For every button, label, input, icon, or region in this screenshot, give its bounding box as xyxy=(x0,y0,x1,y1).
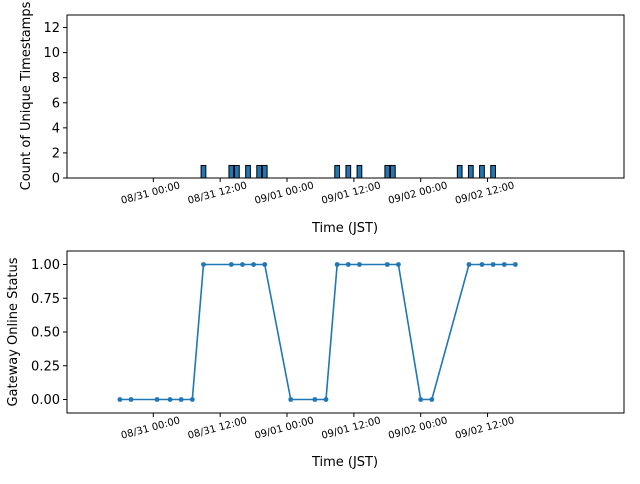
histogram-y-tick-label: 2 xyxy=(52,146,60,161)
status-point xyxy=(334,262,340,267)
status-y-tick-label: 0.00 xyxy=(31,393,60,408)
histogram-bar xyxy=(200,164,207,179)
histogram-bar xyxy=(234,164,240,179)
status-point xyxy=(384,262,390,267)
histogram-plot-area xyxy=(66,14,625,179)
status-point xyxy=(189,397,195,402)
status-point xyxy=(117,397,123,402)
histogram-y-tick-label: 10 xyxy=(43,46,60,61)
status-point xyxy=(345,262,351,267)
status-point xyxy=(178,397,184,402)
status-x-tick-label: 09/01 12:00 xyxy=(320,415,382,441)
histogram-y-tick-label: 12 xyxy=(43,21,60,36)
histogram-x-tick-label: 09/02 12:00 xyxy=(454,180,516,206)
status-point xyxy=(240,262,245,267)
status-point xyxy=(154,397,160,402)
status-point xyxy=(167,397,173,402)
status-point xyxy=(466,262,472,267)
histogram-y-tick-label: 6 xyxy=(52,96,60,111)
histogram-bar xyxy=(384,164,391,179)
status-point xyxy=(262,262,268,267)
status-point xyxy=(490,262,496,267)
histogram-x-tick-label: 08/31 00:00 xyxy=(120,180,182,206)
status-y-tick-label: 0.50 xyxy=(31,326,60,341)
status-line xyxy=(119,263,516,401)
histogram-bar xyxy=(345,164,352,179)
status-point xyxy=(479,262,485,267)
status-point xyxy=(201,262,206,267)
status-plot-area xyxy=(66,250,625,414)
histogram-bar xyxy=(389,164,396,179)
histogram-y-tick-label: 4 xyxy=(52,121,60,136)
histogram-bar xyxy=(356,164,363,179)
histogram-bar xyxy=(467,164,474,179)
status-line-chart: 0.00 0.25 0.50 0.75 1.00 08/31 00:00 08/31 12… xyxy=(6,250,625,470)
histogram-bar xyxy=(456,164,463,179)
status-point xyxy=(251,262,256,267)
histogram-bar xyxy=(261,164,268,179)
histogram-chart: 0 2 4 6 8 10 12 08/31 00:00 08/31 12:00 09/01 00… xyxy=(19,1,625,236)
status-point xyxy=(323,397,329,402)
histogram-x-axis-label: Time (JST) xyxy=(311,221,378,236)
histogram-bar xyxy=(228,164,235,179)
status-y-tick-label: 1.00 xyxy=(31,258,60,273)
status-x-tick-label: 08/31 12:00 xyxy=(187,415,249,441)
status-point xyxy=(357,262,362,267)
status-x-tick-label: 09/02 12:00 xyxy=(454,415,516,441)
histogram-bar xyxy=(334,164,341,179)
status-point xyxy=(501,262,507,267)
histogram-x-tick-label: 08/31 12:00 xyxy=(187,180,249,206)
histogram-x-tick-label: 09/01 12:00 xyxy=(320,180,382,206)
status-y-axis-label: Gateway Online Status xyxy=(6,257,21,406)
histogram-y-axis-label: Count of Unique Timestamps xyxy=(19,1,34,190)
status-x-axis-label: Time (JST) xyxy=(311,455,378,470)
status-x-tick-label: 09/01 00:00 xyxy=(254,415,316,441)
status-point xyxy=(128,397,134,402)
histogram-y-tick-label: 0 xyxy=(52,172,60,187)
status-point xyxy=(288,397,294,402)
histogram-x-tick-label: 09/02 00:00 xyxy=(387,180,449,206)
status-point xyxy=(418,397,424,402)
status-x-tick-label: 08/31 00:00 xyxy=(120,415,182,441)
status-y-tick-label: 0.25 xyxy=(31,359,60,374)
status-point xyxy=(512,262,518,267)
histogram-y-tick-label: 8 xyxy=(52,71,60,86)
status-point xyxy=(312,397,318,402)
status-x-tick-label: 09/02 00:00 xyxy=(387,415,449,441)
status-point xyxy=(429,397,435,402)
histogram-bar xyxy=(245,164,251,179)
histogram-bar xyxy=(256,164,263,179)
histogram-x-tick-label: 09/01 00:00 xyxy=(254,180,316,206)
histogram-bar xyxy=(479,164,485,179)
histogram-bar xyxy=(490,164,496,179)
status-y-tick-label: 0.75 xyxy=(31,292,60,307)
status-point xyxy=(396,262,401,267)
status-point xyxy=(228,262,234,267)
